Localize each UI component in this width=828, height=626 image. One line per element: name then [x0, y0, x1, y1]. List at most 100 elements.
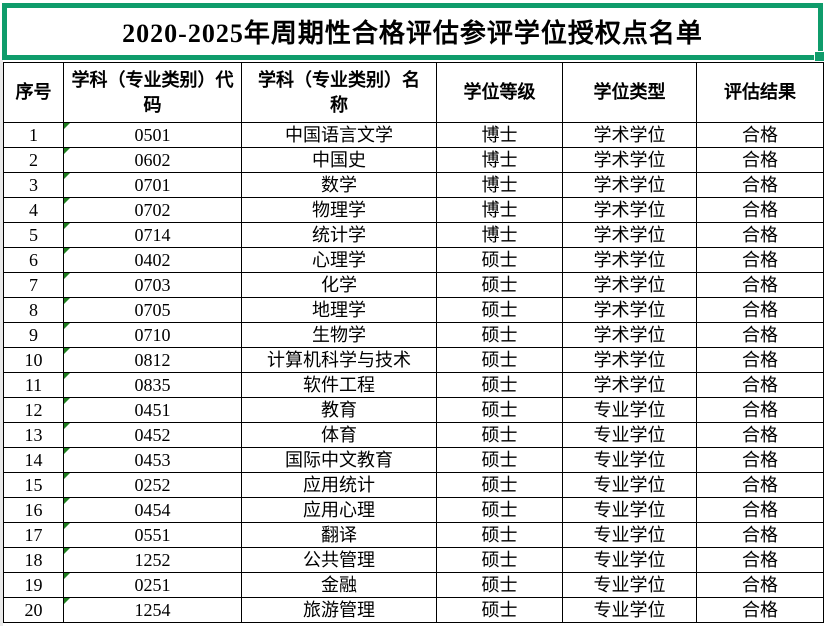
subject-code-cell[interactable]: 1254 [63, 597, 242, 623]
subject-name-cell[interactable]: 心理学 [241, 247, 437, 273]
subject-name-cell[interactable]: 软件工程 [241, 372, 437, 398]
header-subject-code[interactable]: 学科（专业类别）代 码 [63, 62, 242, 123]
degree-level-cell[interactable]: 硕士 [436, 422, 563, 448]
row-number-cell[interactable]: 18 [3, 547, 64, 573]
subject-code-cell[interactable]: 0705 [63, 297, 242, 323]
subject-code-cell[interactable]: 0451 [63, 397, 242, 423]
row-number-cell[interactable]: 14 [3, 447, 64, 473]
degree-type-cell[interactable]: 专业学位 [562, 497, 697, 523]
degree-level-cell[interactable]: 硕士 [436, 497, 563, 523]
row-number-cell[interactable]: 8 [3, 297, 64, 323]
subject-code-cell[interactable]: 0402 [63, 247, 242, 273]
degree-level-cell[interactable]: 硕士 [436, 347, 563, 373]
subject-name-cell[interactable]: 化学 [241, 272, 437, 298]
subject-name-cell[interactable]: 金融 [241, 572, 437, 598]
degree-level-cell[interactable]: 硕士 [436, 272, 563, 298]
degree-type-cell[interactable]: 学术学位 [562, 372, 697, 398]
subject-name-cell[interactable]: 公共管理 [241, 547, 437, 573]
subject-name-cell[interactable]: 翻译 [241, 522, 437, 548]
degree-level-cell[interactable]: 硕士 [436, 297, 563, 323]
header-row-number[interactable]: 序号 [3, 62, 64, 123]
evaluation-result-cell[interactable]: 合格 [696, 147, 824, 173]
header-degree-type[interactable]: 学位类型 [562, 62, 697, 123]
degree-type-cell[interactable]: 专业学位 [562, 547, 697, 573]
degree-type-cell[interactable]: 学术学位 [562, 172, 697, 198]
degree-level-cell[interactable]: 博士 [436, 197, 563, 223]
degree-type-cell[interactable]: 学术学位 [562, 197, 697, 223]
degree-level-cell[interactable]: 博士 [436, 222, 563, 248]
subject-code-cell[interactable]: 0703 [63, 272, 242, 298]
row-number-cell[interactable]: 1 [3, 122, 64, 148]
degree-type-cell[interactable]: 专业学位 [562, 397, 697, 423]
degree-type-cell[interactable]: 学术学位 [562, 147, 697, 173]
subject-code-cell[interactable]: 0702 [63, 197, 242, 223]
subject-name-cell[interactable]: 教育 [241, 397, 437, 423]
subject-name-cell[interactable]: 统计学 [241, 222, 437, 248]
subject-code-cell[interactable]: 0710 [63, 322, 242, 348]
evaluation-result-cell[interactable]: 合格 [696, 272, 824, 298]
row-number-cell[interactable]: 10 [3, 347, 64, 373]
evaluation-result-cell[interactable]: 合格 [696, 572, 824, 598]
degree-level-cell[interactable]: 硕士 [436, 322, 563, 348]
degree-type-cell[interactable]: 专业学位 [562, 472, 697, 498]
evaluation-result-cell[interactable]: 合格 [696, 397, 824, 423]
row-number-cell[interactable]: 5 [3, 222, 64, 248]
row-number-cell[interactable]: 13 [3, 422, 64, 448]
subject-code-cell[interactable]: 0835 [63, 372, 242, 398]
subject-code-cell[interactable]: 0501 [63, 122, 242, 148]
header-degree-level[interactable]: 学位等级 [436, 62, 563, 123]
degree-level-cell[interactable]: 硕士 [436, 572, 563, 598]
subject-code-cell[interactable]: 0453 [63, 447, 242, 473]
evaluation-result-cell[interactable]: 合格 [696, 547, 824, 573]
degree-level-cell[interactable]: 硕士 [436, 522, 563, 548]
degree-level-cell[interactable]: 硕士 [436, 247, 563, 273]
degree-type-cell[interactable]: 学术学位 [562, 247, 697, 273]
subject-code-cell[interactable]: 0551 [63, 522, 242, 548]
subject-code-cell[interactable]: 0714 [63, 222, 242, 248]
subject-code-cell[interactable]: 0701 [63, 172, 242, 198]
subject-code-cell[interactable]: 0252 [63, 472, 242, 498]
evaluation-result-cell[interactable]: 合格 [696, 297, 824, 323]
evaluation-result-cell[interactable]: 合格 [696, 372, 824, 398]
evaluation-result-cell[interactable]: 合格 [696, 247, 824, 273]
degree-level-cell[interactable]: 博士 [436, 122, 563, 148]
subject-name-cell[interactable]: 应用心理 [241, 497, 437, 523]
evaluation-result-cell[interactable]: 合格 [696, 497, 824, 523]
degree-type-cell[interactable]: 专业学位 [562, 522, 697, 548]
subject-name-cell[interactable]: 应用统计 [241, 472, 437, 498]
evaluation-result-cell[interactable]: 合格 [696, 472, 824, 498]
evaluation-result-cell[interactable]: 合格 [696, 347, 824, 373]
subject-name-cell[interactable]: 体育 [241, 422, 437, 448]
row-number-cell[interactable]: 6 [3, 247, 64, 273]
header-subject-name[interactable]: 学科（专业类别）名 称 [241, 62, 437, 123]
degree-type-cell[interactable]: 学术学位 [562, 222, 697, 248]
degree-type-cell[interactable]: 学术学位 [562, 297, 697, 323]
degree-type-cell[interactable]: 专业学位 [562, 597, 697, 623]
subject-code-cell[interactable]: 1252 [63, 547, 242, 573]
evaluation-result-cell[interactable]: 合格 [696, 447, 824, 473]
subject-name-cell[interactable]: 数学 [241, 172, 437, 198]
evaluation-result-cell[interactable]: 合格 [696, 222, 824, 248]
subject-code-cell[interactable]: 0602 [63, 147, 242, 173]
degree-type-cell[interactable]: 专业学位 [562, 572, 697, 598]
degree-level-cell[interactable]: 硕士 [436, 472, 563, 498]
subject-name-cell[interactable]: 物理学 [241, 197, 437, 223]
degree-level-cell[interactable]: 博士 [436, 172, 563, 198]
row-number-cell[interactable]: 15 [3, 472, 64, 498]
row-number-cell[interactable]: 4 [3, 197, 64, 223]
row-number-cell[interactable]: 12 [3, 397, 64, 423]
evaluation-result-cell[interactable]: 合格 [696, 122, 824, 148]
row-number-cell[interactable]: 17 [3, 522, 64, 548]
evaluation-result-cell[interactable]: 合格 [696, 422, 824, 448]
subject-name-cell[interactable]: 中国史 [241, 147, 437, 173]
degree-level-cell[interactable]: 硕士 [436, 447, 563, 473]
subject-name-cell[interactable]: 旅游管理 [241, 597, 437, 623]
evaluation-result-cell[interactable]: 合格 [696, 172, 824, 198]
row-number-cell[interactable]: 20 [3, 597, 64, 623]
degree-level-cell[interactable]: 硕士 [436, 597, 563, 623]
subject-code-cell[interactable]: 0452 [63, 422, 242, 448]
row-number-cell[interactable]: 9 [3, 322, 64, 348]
row-number-cell[interactable]: 19 [3, 572, 64, 598]
selection-fill-handle[interactable] [814, 51, 825, 62]
row-number-cell[interactable]: 3 [3, 172, 64, 198]
